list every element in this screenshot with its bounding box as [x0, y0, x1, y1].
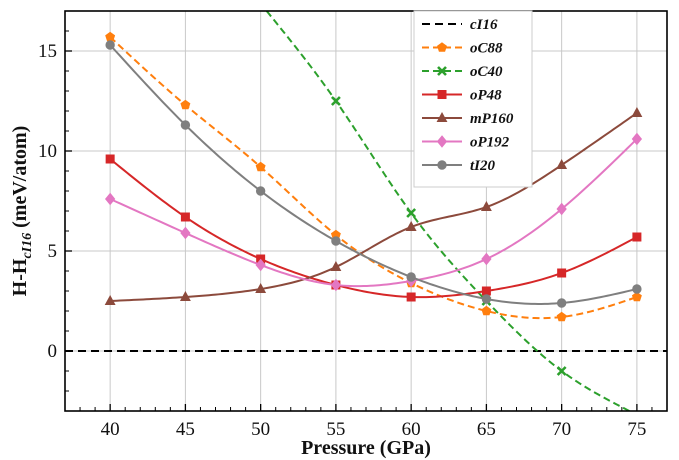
data-point — [481, 294, 492, 304]
data-point — [632, 232, 642, 242]
data-point — [105, 40, 115, 50]
y-tick-label: 0 — [48, 341, 58, 362]
legend-label-tI20: tI20 — [470, 158, 496, 174]
data-point — [437, 42, 447, 52]
x-tick-label: 60 — [402, 419, 421, 440]
data-point — [481, 305, 492, 316]
data-point — [255, 282, 267, 293]
data-point — [179, 290, 191, 301]
series-line-oC40 — [265, 11, 630, 411]
x-tick-label: 70 — [552, 419, 571, 440]
legend-label-oC40: oC40 — [470, 64, 503, 80]
series-line-mP160 — [110, 112, 638, 302]
data-point — [557, 268, 567, 278]
data-point — [556, 311, 567, 322]
legend-label-oP48: oP48 — [470, 88, 502, 104]
series-line-oP192 — [109, 138, 638, 288]
data-point — [406, 208, 417, 218]
data-point — [180, 212, 190, 222]
x-tick-label: 40 — [101, 419, 120, 440]
series-mP160 — [104, 106, 643, 305]
data-point — [437, 66, 447, 76]
data-point — [437, 90, 447, 99]
y-axis-title-subscript: cI16 — [20, 233, 35, 259]
data-point — [180, 226, 191, 240]
series-line-tI20 — [109, 44, 638, 305]
data-point — [104, 294, 116, 305]
y-tick-label: 5 — [48, 241, 58, 262]
x-tick-label: 75 — [627, 419, 646, 440]
y-axis-title-unit: (meV/atom) — [9, 126, 31, 233]
data-point — [105, 31, 116, 42]
legend-label-oC88: oC88 — [470, 41, 503, 57]
data-point — [180, 120, 191, 130]
data-point — [406, 272, 416, 282]
data-point — [556, 366, 567, 376]
legend-label-oP192: oP192 — [470, 135, 510, 151]
x-tick-label: 55 — [326, 419, 345, 440]
legend: cI16 oC88 oC40 oP48 mP160 oP192 tI20 — [413, 10, 533, 188]
data-point — [632, 284, 642, 294]
x-tick-label: 50 — [251, 419, 270, 440]
legend-label-cI16: cI16 — [470, 17, 498, 33]
series-tI20 — [105, 40, 642, 308]
data-point — [330, 278, 342, 292]
y-axis-title-main: H-H — [9, 258, 31, 296]
data-point — [255, 186, 266, 196]
data-point — [481, 286, 491, 296]
data-point — [330, 96, 341, 106]
data-point — [437, 160, 447, 170]
data-point — [631, 106, 643, 117]
y-tick-label: 15 — [38, 41, 57, 62]
data-point — [105, 154, 115, 164]
data-point — [255, 161, 266, 172]
legend-label-mP160: mP160 — [470, 111, 514, 127]
data-point — [436, 135, 448, 148]
data-point — [631, 291, 642, 302]
axes: 40 45 50 55 60 65 70 75 0 5 10 15 — [38, 10, 668, 440]
data-point — [556, 158, 568, 169]
data-point — [556, 298, 567, 308]
series-layer — [65, 11, 667, 411]
x-tick-label: 45 — [176, 419, 195, 440]
data-point — [436, 111, 448, 122]
data-point — [330, 260, 342, 271]
data-point — [631, 132, 643, 146]
y-axis-title: H-HcI16 (meV/atom) — [9, 126, 35, 297]
data-point — [481, 252, 492, 266]
data-point — [480, 200, 492, 211]
data-point — [255, 258, 266, 272]
series-line-oP48 — [109, 158, 638, 299]
x-axis-title: Pressure (GPa) — [301, 437, 431, 459]
data-point — [406, 292, 416, 302]
data-point — [105, 192, 116, 206]
data-point — [405, 220, 417, 231]
data-point — [180, 99, 191, 110]
x-tick-label: 65 — [477, 419, 496, 440]
series-line-oC88 — [109, 36, 638, 320]
series-oP192 — [105, 132, 643, 292]
y-tick-label: 10 — [38, 141, 57, 162]
legend-box — [413, 10, 533, 188]
data-point — [556, 202, 567, 216]
data-point — [331, 236, 341, 246]
